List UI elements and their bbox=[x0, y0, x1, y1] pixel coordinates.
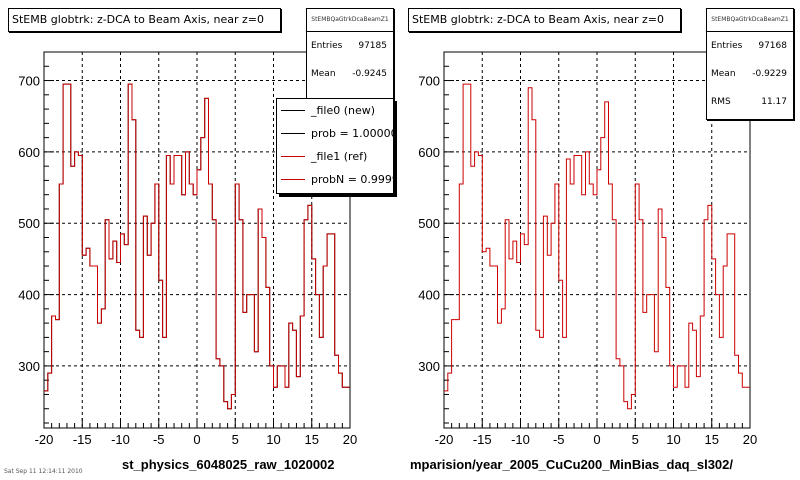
left-x-tick-label-6: 10 bbox=[266, 432, 280, 447]
left-y-tick-label-4: 700 bbox=[18, 74, 40, 89]
right-stats-entries-label: Entries bbox=[711, 41, 743, 51]
right-histogram-series-0 bbox=[444, 83, 750, 410]
right-stats-row-mean: Mean -0.9229 bbox=[707, 60, 793, 88]
right-x-tick-label-0: -20 bbox=[435, 432, 454, 447]
right-stats-row-rms: RMS 11.17 bbox=[707, 88, 793, 116]
right-x-tick-label-4: 0 bbox=[593, 432, 600, 447]
right-x-tick-label-8: 20 bbox=[743, 432, 757, 447]
left-stats-entries-value: 97185 bbox=[358, 41, 387, 51]
right-x-tick-label-7: 15 bbox=[705, 432, 719, 447]
left-y-tick-label-2: 500 bbox=[18, 216, 40, 231]
right-x-tick-label-1: -15 bbox=[473, 432, 492, 447]
legend-line-prob bbox=[281, 133, 305, 134]
legend-line-file0 bbox=[281, 110, 305, 111]
left-stats-box: StEMBQaGtrkDcaBeamZ1 Entries 97185 Mean … bbox=[306, 8, 394, 100]
left-stats-mean-value: -0.9245 bbox=[352, 69, 387, 79]
left-x-tick-label-5: 5 bbox=[232, 432, 239, 447]
right-stats-box: StEMBQaGtrkDcaBeamZ1 Entries 97168 Mean … bbox=[706, 8, 794, 120]
right-stats-rms-value: 11.17 bbox=[761, 97, 787, 107]
legend-label-probn: probN = 0.999999 bbox=[311, 173, 393, 186]
right-y-tick-label-0: 300 bbox=[418, 359, 440, 374]
left-x-tick-label-0: -20 bbox=[35, 432, 54, 447]
left-stats-mean-label: Mean bbox=[311, 69, 336, 79]
left-x-tick-label-3: -5 bbox=[153, 432, 165, 447]
right-x-tick-label-3: -5 bbox=[553, 432, 565, 447]
left-y-tick-label-0: 300 bbox=[18, 359, 40, 374]
footer-timestamp: Sat Sep 11 12:14:11 2010 bbox=[4, 468, 83, 475]
legend-label-file0: _file0 (new) bbox=[311, 104, 376, 117]
right-stats-mean-value: -0.9229 bbox=[752, 69, 787, 79]
right-chart-title-box: StEMB globtrk: z-DCA to Beam Axis, near … bbox=[408, 8, 681, 32]
right-histogram-chart: -20 -15 -10 -5 0 5 10 15 20 300 400 500 600 700 bbox=[418, 51, 757, 447]
left-histogram-series-0 bbox=[44, 83, 350, 410]
left-x-tick-label-2: -10 bbox=[111, 432, 130, 447]
left-chart-title: StEMB globtrk: z-DCA to Beam Axis, near … bbox=[12, 13, 264, 26]
left-stats-row-entries: Entries 97185 bbox=[307, 32, 393, 60]
left-stats-row-mean: Mean -0.9245 bbox=[307, 60, 393, 88]
left-stats-entries-label: Entries bbox=[311, 41, 343, 51]
right-stats-row-entries: Entries 97168 bbox=[707, 32, 793, 60]
right-stats-mean-label: Mean bbox=[711, 69, 736, 79]
left-x-tick-label-4: 0 bbox=[193, 432, 200, 447]
legend-line-probn bbox=[281, 179, 305, 180]
right-stats-rms-label: RMS bbox=[711, 97, 731, 107]
legend-line-file1 bbox=[281, 156, 305, 157]
right-y-tick-label-1: 400 bbox=[418, 288, 440, 303]
left-x-tick-label-8: 20 bbox=[343, 432, 357, 447]
left-histogram-pane: -20 -15 -10 -5 0 5 10 15 20 300 400 500 600 700 StEMB… bbox=[4, 8, 394, 475]
right-chart-title: StEMB globtrk: z-DCA to Beam Axis, near … bbox=[412, 13, 664, 26]
right-stats-header: StEMBQaGtrkDcaBeamZ1 bbox=[707, 9, 793, 32]
right-histogram-pane: -20 -15 -10 -5 0 5 10 15 20 300 400 500 600 700 StEMB… bbox=[400, 0, 800, 480]
left-stats-header: StEMBQaGtrkDcaBeamZ1 bbox=[307, 9, 393, 32]
legend-label-prob: prob = 1.000000 bbox=[311, 127, 393, 140]
left-y-tick-label-1: 400 bbox=[18, 288, 40, 303]
left-y-tick-label-3: 600 bbox=[18, 145, 40, 160]
left-legend: _file0 (new) prob = 1.000000 _file1 (ref… bbox=[276, 98, 394, 194]
legend-entry-file0: _file0 (new) bbox=[277, 99, 393, 122]
right-x-tick-label-2: -10 bbox=[511, 432, 530, 447]
right-y-tick-label-3: 600 bbox=[418, 145, 440, 160]
right-y-tick-label-2: 500 bbox=[418, 216, 440, 231]
right-y-tick-label-4: 700 bbox=[418, 74, 440, 89]
left-histogram-chart: -20 -15 -10 -5 0 5 10 15 20 300 400 500 600 700 bbox=[18, 51, 357, 447]
right-x-tick-label-5: 5 bbox=[632, 432, 639, 447]
legend-entry-probn: probN = 0.999999 bbox=[277, 168, 393, 191]
left-x-tick-label-1: -15 bbox=[73, 432, 92, 447]
legend-entry-prob: prob = 1.000000 bbox=[277, 122, 393, 145]
right-x-tick-label-6: 10 bbox=[666, 432, 680, 447]
right-stats-entries-value: 97168 bbox=[758, 41, 787, 51]
right-x-axis-title: mparision/year_2005_CuCu200_MinBias_daq_… bbox=[410, 457, 734, 472]
legend-label-file1: _file1 (ref) bbox=[311, 150, 368, 163]
legend-entry-file1: _file1 (ref) bbox=[277, 145, 393, 168]
left-chart-title-box: StEMB globtrk: z-DCA to Beam Axis, near … bbox=[8, 8, 281, 32]
left-x-tick-label-7: 15 bbox=[305, 432, 319, 447]
left-x-axis-title: st_physics_6048025_raw_1020002 bbox=[122, 457, 335, 472]
